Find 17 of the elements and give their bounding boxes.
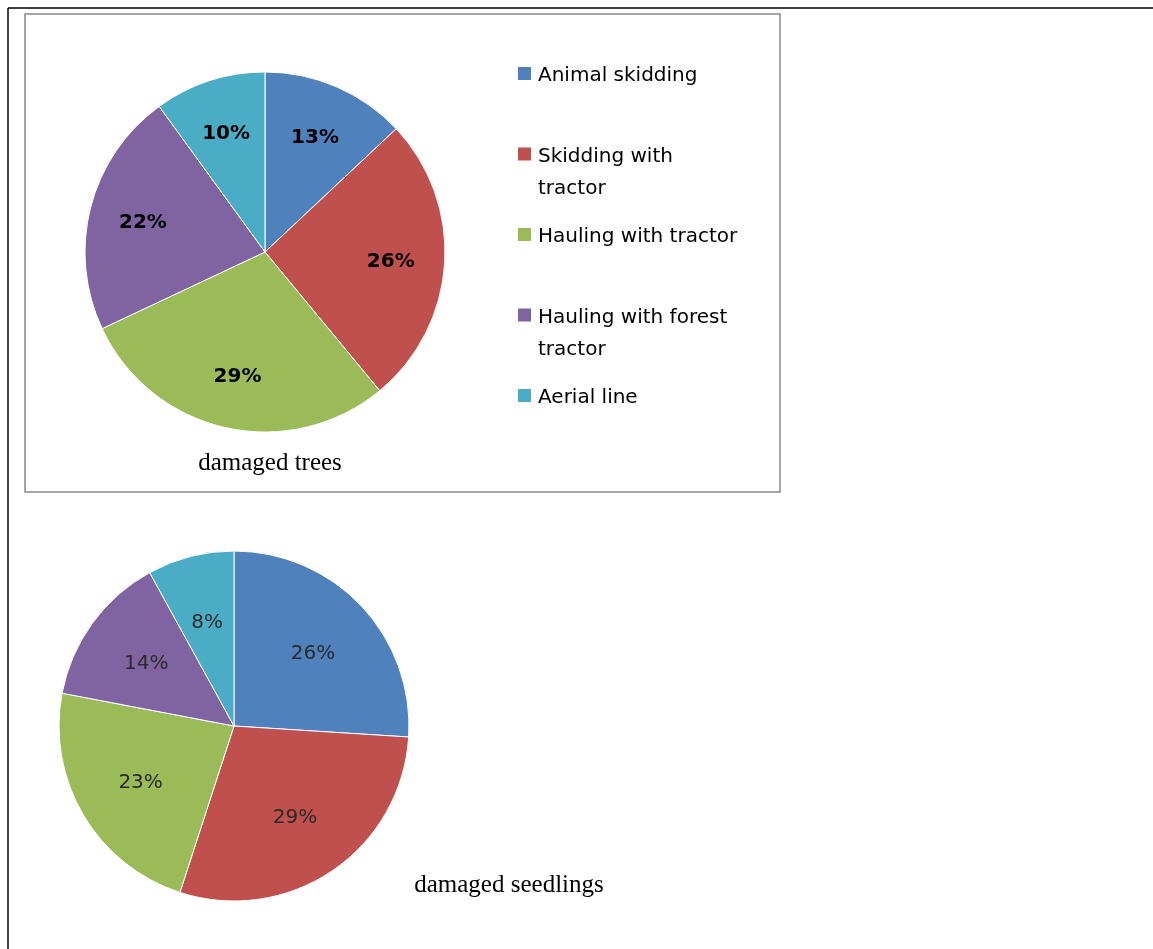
legend-label: Hauling with tractor [538, 223, 738, 247]
data-label: 26% [290, 639, 336, 664]
legend-label: Skidding with tractor [538, 142, 673, 199]
data-label: 13% [291, 124, 339, 149]
legend-label: Animal skidding [538, 62, 698, 86]
text: damaged trees [198, 448, 342, 475]
data-label: 23% [118, 769, 163, 794]
data-label: 29% [272, 803, 318, 828]
data-label: 26% [366, 247, 415, 272]
data-label: 10% [202, 120, 250, 145]
data-label: 22% [119, 208, 167, 233]
text: damaged seedlings [414, 870, 604, 897]
legend-label: Hauling with forest tractor [538, 303, 728, 360]
data-label: 8% [191, 608, 223, 633]
data-label: 14% [124, 650, 169, 675]
legend-label: Aerial line [538, 384, 638, 408]
data-label: 29% [213, 362, 262, 387]
